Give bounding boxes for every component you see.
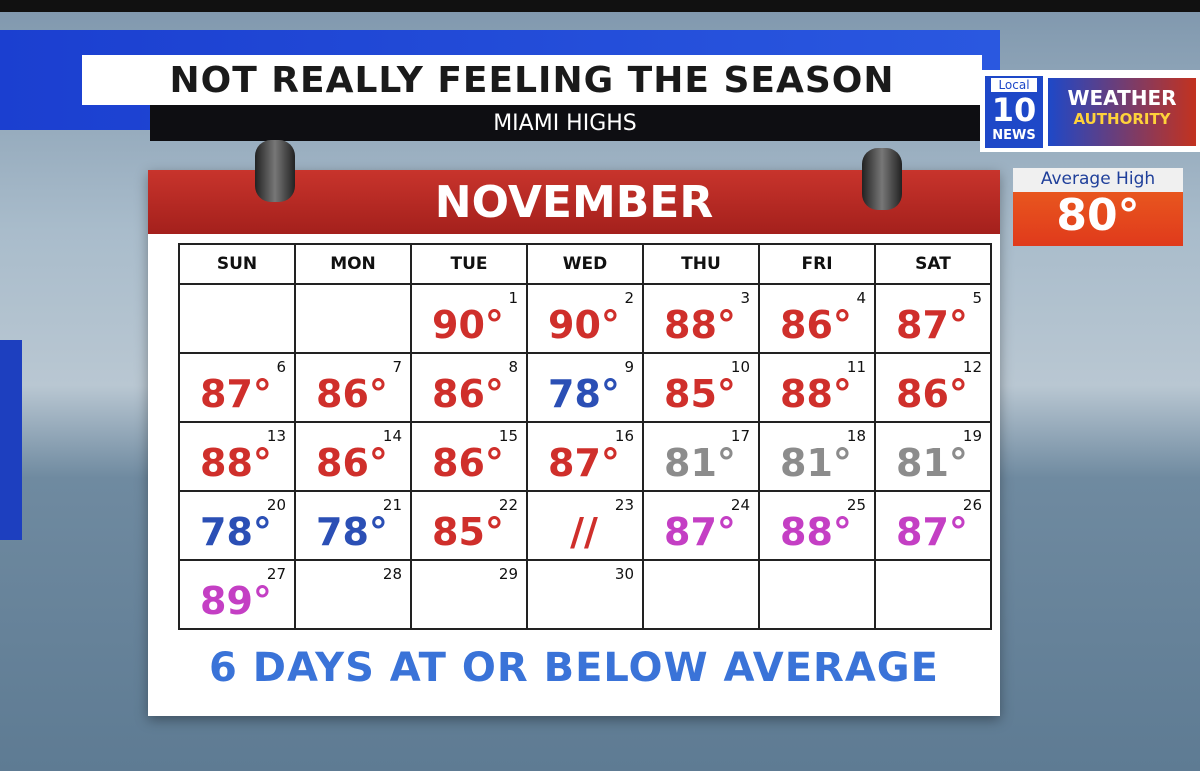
day-cell (758, 559, 876, 630)
average-value: 80° (1056, 190, 1140, 241)
temperature: 88° (780, 510, 852, 554)
day-number: 30 (614, 565, 634, 583)
day-number: 28 (382, 565, 402, 583)
day-number: 26 (962, 496, 982, 514)
temperature: 81° (896, 441, 968, 485)
day-number: 14 (382, 427, 402, 445)
temperature: 86° (316, 441, 388, 485)
temperature: 87° (896, 303, 968, 347)
day-number: 15 (498, 427, 518, 445)
day-number: 25 (846, 496, 866, 514)
logo-authority: AUTHORITY (1073, 110, 1171, 128)
temperature: 86° (316, 372, 388, 416)
logo-number: 10 (991, 91, 1037, 129)
day-number: 5 (972, 289, 982, 307)
ring (255, 140, 295, 202)
weekday: MON (294, 243, 412, 285)
temperature: 86° (780, 303, 852, 347)
day-cell (294, 283, 412, 354)
day-number: 27 (266, 565, 286, 583)
day-number: 21 (382, 496, 402, 514)
day-number: 24 (730, 496, 750, 514)
day-number: 11 (846, 358, 866, 376)
temperature: 88° (780, 372, 852, 416)
temperature: 87° (664, 510, 736, 554)
weekday: WED (526, 243, 644, 285)
day-number: 17 (730, 427, 750, 445)
day-number: 29 (498, 565, 518, 583)
weekday: FRI (758, 243, 876, 285)
average-label: Average High (1040, 169, 1156, 189)
logo-weather: WEATHER (1067, 86, 1177, 110)
weather-badge: WEATHER AUTHORITY (1048, 78, 1196, 146)
temperature: 90° (548, 303, 620, 347)
day-number: 22 (498, 496, 518, 514)
day-number: 19 (962, 427, 982, 445)
temperature: 78° (548, 372, 620, 416)
subtitle: MIAMI HIGHS (150, 105, 980, 141)
day-number: 23 (614, 496, 634, 514)
day-number: 12 (962, 358, 982, 376)
temperature: 81° (780, 441, 852, 485)
day-number: 3 (740, 289, 750, 307)
temperature: 85° (432, 510, 504, 554)
temperature: 78° (200, 510, 272, 554)
temperature: 86° (432, 372, 504, 416)
temperature: // (570, 510, 598, 554)
day-cell (178, 283, 296, 354)
temperature: 85° (664, 372, 736, 416)
title: NOT REALLY FEELING THE SEASON (82, 55, 982, 105)
footer: 6 DAYS AT OR BELOW AVERAGE (209, 645, 939, 691)
logo-local: Local (991, 78, 1037, 92)
day-cell (642, 559, 760, 630)
day-number: 20 (266, 496, 286, 514)
day-number: 1 (508, 289, 518, 307)
left-band (0, 340, 22, 540)
temperature: 87° (200, 372, 272, 416)
weekday: SAT (874, 243, 992, 285)
day-cell (874, 559, 992, 630)
weekday: SUN (178, 243, 296, 285)
day-number: 13 (266, 427, 286, 445)
day-number: 16 (614, 427, 634, 445)
day-number: 4 (856, 289, 866, 307)
day-number: 2 (624, 289, 634, 307)
temperature: 88° (200, 441, 272, 485)
temperature: 87° (548, 441, 620, 485)
day-number: 7 (392, 358, 402, 376)
temperature: 87° (896, 510, 968, 554)
weekday: TUE (410, 243, 528, 285)
logo-news: NEWS (992, 128, 1036, 143)
month: NOVEMBER (148, 170, 1000, 234)
ring (862, 148, 902, 210)
temperature: 86° (896, 372, 968, 416)
temperature: 86° (432, 441, 504, 485)
weekday: THU (642, 243, 760, 285)
day-number: 10 (730, 358, 750, 376)
day-number: 6 (276, 358, 286, 376)
calendar-card (148, 170, 1000, 716)
temperature: 88° (664, 303, 736, 347)
logo-badge: Local 10 NEWS (985, 76, 1043, 148)
day-number: 8 (508, 358, 518, 376)
temperature: 78° (316, 510, 388, 554)
day-number: 18 (846, 427, 866, 445)
top-bar (0, 0, 1200, 12)
average-box: Average High 80° (1013, 168, 1183, 246)
temperature: 89° (200, 579, 272, 623)
temperature: 90° (432, 303, 504, 347)
temperature: 81° (664, 441, 736, 485)
day-number: 9 (624, 358, 634, 376)
